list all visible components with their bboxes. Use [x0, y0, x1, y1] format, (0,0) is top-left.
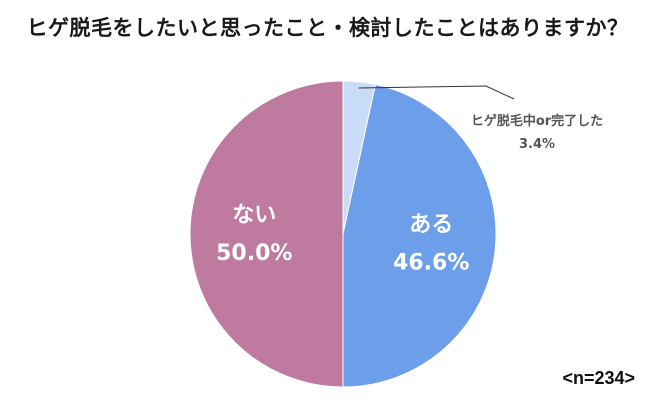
- slice-value-0: 3.4%: [519, 137, 555, 152]
- pie-slice-2: [189, 80, 344, 388]
- callout-leader-line: [358, 85, 515, 100]
- slice-value-2: 50.0%: [216, 241, 292, 266]
- slice-value-1: 46.6%: [393, 250, 469, 275]
- sample-size-label: <n=234>: [562, 368, 635, 388]
- chart-title: ヒゲ脱毛をしたいと思ったこと・検討したことはありますか？: [26, 16, 629, 40]
- pie-slice-1: [342, 83, 497, 388]
- slice-label-2: ない: [232, 203, 276, 228]
- slice-label-0: ヒゲ脱毛中or完了した: [471, 113, 603, 129]
- slice-label-1: ある: [409, 212, 453, 237]
